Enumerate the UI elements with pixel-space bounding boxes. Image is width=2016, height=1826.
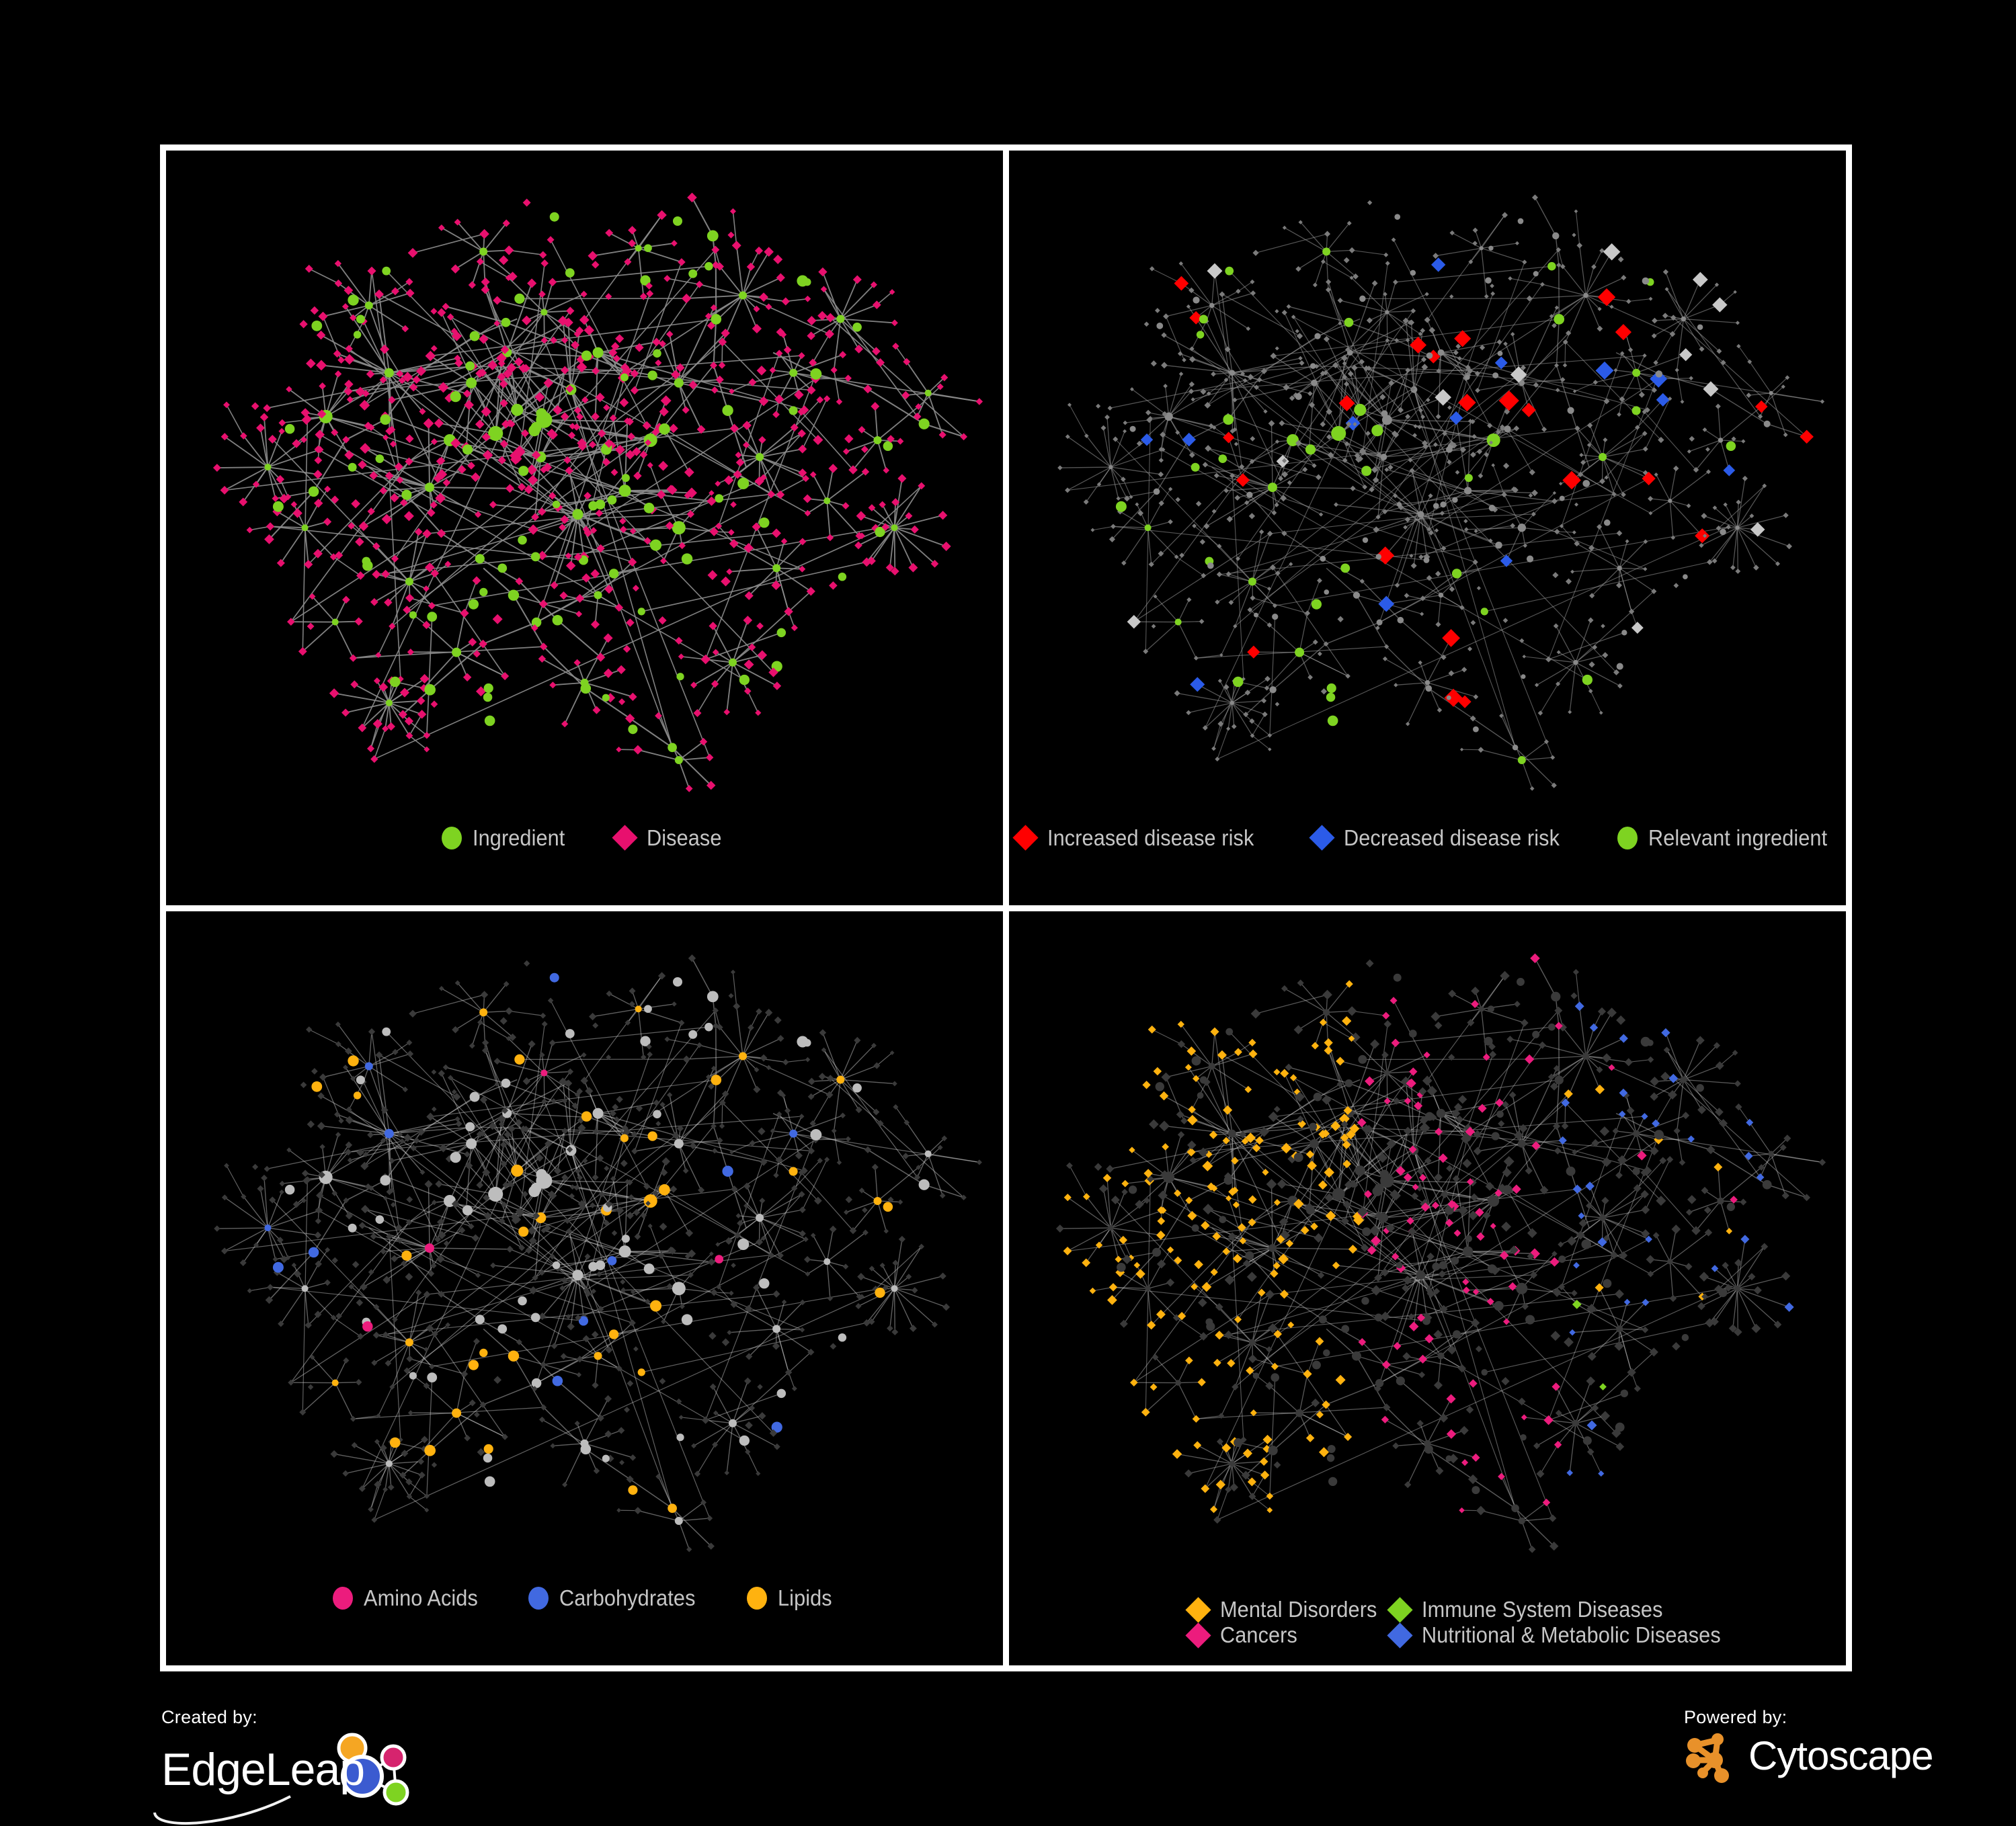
panel-d-disease-category[interactable]: Mental Disorders Immune System Diseases … — [1009, 911, 1846, 1666]
panel-b-disease-risk[interactable]: Increased disease risk Decreased disease… — [1009, 151, 1846, 905]
cytoscape-wordmark: Cytoscape — [1748, 1736, 1933, 1776]
panel-grid: Ingredient Disease Increased disease ris… — [160, 144, 1852, 1671]
network-canvas-c — [166, 911, 1003, 1666]
panel-c-ingredient-class[interactable]: Amino Acids Carbohydrates Lipids — [166, 911, 1003, 1666]
network-canvas-b — [1009, 151, 1846, 905]
created-by-kicker: Created by: — [161, 1707, 511, 1728]
cytoscape-wordmark-row: Cytoscape — [1684, 1728, 1966, 1784]
network-canvas-a — [166, 151, 1003, 905]
cytoscape-glyph-icon — [1684, 1731, 1742, 1784]
powered-by-cytoscape-logo: Powered by: Cytoscape — [1684, 1707, 1966, 1808]
edgeleap-wordmark-row: EdgeLeap — [161, 1728, 511, 1811]
powered-by-kicker: Powered by: — [1684, 1707, 1966, 1728]
panel-a-ingredient-disease[interactable]: Ingredient Disease — [166, 151, 1003, 905]
network-canvas-d — [1009, 911, 1846, 1666]
edgeleap-swoosh-icon — [149, 1766, 351, 1826]
created-by-edgeleap-logo: Created by: EdgeLeap — [161, 1707, 511, 1808]
